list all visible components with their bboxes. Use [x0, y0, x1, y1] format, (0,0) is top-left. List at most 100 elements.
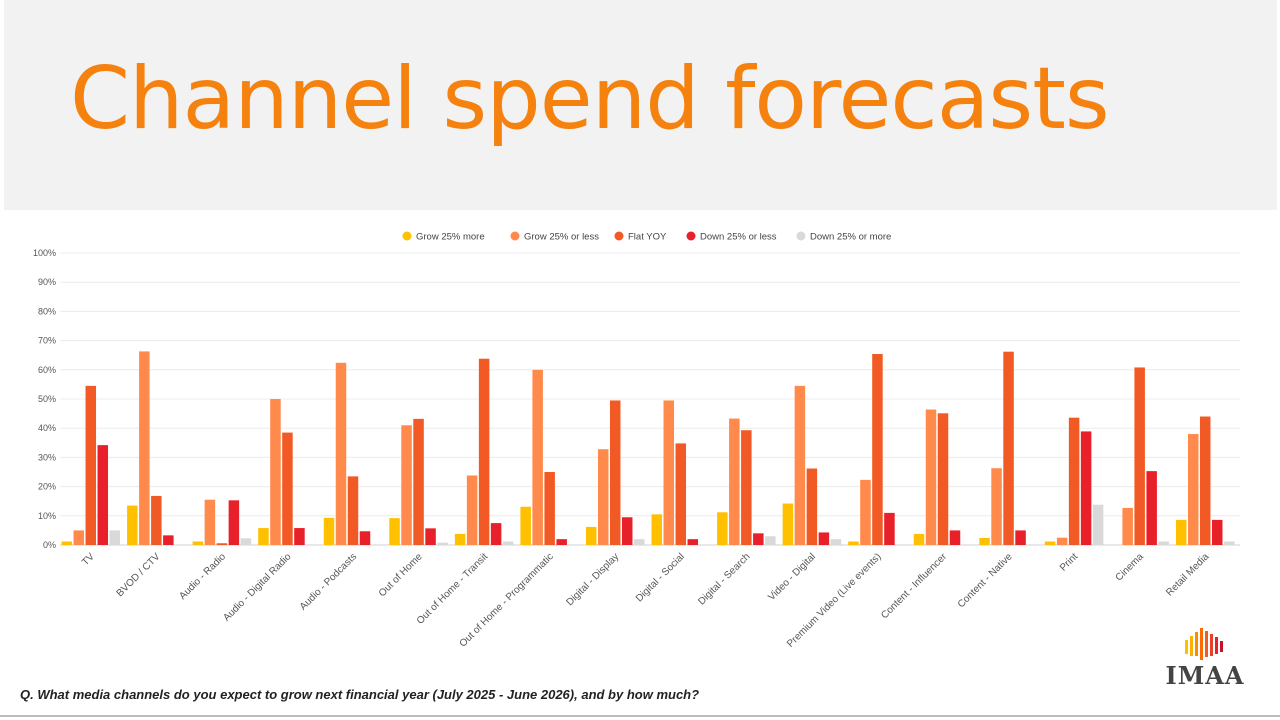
bar — [389, 518, 400, 545]
category-label: Print — [1058, 551, 1080, 573]
category-label: Content - Native — [956, 551, 1015, 610]
bar — [401, 425, 412, 545]
category-label: Audio - Digital Radio — [221, 551, 294, 624]
category-label: Retail Media — [1164, 551, 1211, 598]
legend-label: Down 25% or less — [700, 232, 777, 243]
bar — [884, 512, 895, 545]
bar — [502, 541, 514, 545]
bar — [991, 468, 1002, 545]
bar — [675, 443, 687, 545]
y-tick-label: 70% — [38, 336, 56, 346]
bar-chart: 0% 10% 20% 30% 40% 50% 60% 70% 80% 90% 100% Grow 25… — [33, 231, 1240, 650]
bar — [454, 533, 466, 545]
legend-marker — [686, 231, 696, 241]
bar — [1015, 530, 1026, 545]
bar — [478, 358, 490, 545]
bar — [830, 539, 842, 545]
bar — [85, 385, 97, 545]
bar — [621, 517, 633, 545]
y-tick-label: 0% — [43, 540, 56, 550]
bar — [687, 539, 699, 545]
y-tick-label: 90% — [38, 277, 56, 287]
bar — [163, 535, 174, 545]
y-tick-label: 10% — [38, 511, 56, 521]
bar — [1056, 537, 1068, 545]
category-label: Out of Home - Transit — [415, 551, 491, 627]
bar — [1146, 471, 1157, 545]
bar — [872, 354, 883, 545]
bar — [216, 543, 228, 545]
bar — [1092, 504, 1104, 545]
legend-label: Grow 25% more — [416, 232, 485, 243]
logo-text: IMAA — [1165, 661, 1245, 690]
bar — [794, 385, 806, 545]
bar — [204, 499, 216, 545]
legend-marker — [796, 231, 806, 241]
bar — [765, 536, 776, 545]
category-label: Digital - Social — [634, 551, 687, 604]
category-label: Digital - Display — [564, 551, 621, 608]
y-tick-label: 80% — [38, 306, 56, 316]
bar — [609, 400, 621, 545]
bar — [97, 445, 109, 545]
bar — [729, 418, 740, 545]
bar — [949, 530, 961, 545]
bar — [192, 541, 204, 545]
bar — [782, 503, 794, 545]
bar — [663, 400, 675, 545]
bar — [258, 528, 269, 545]
bar — [127, 505, 138, 545]
bar — [1175, 519, 1187, 545]
legend-marker — [614, 231, 624, 241]
bar — [151, 495, 162, 545]
bar — [1044, 541, 1056, 545]
y-tick-label: 20% — [38, 482, 56, 492]
legend-label: Down 25% or more — [810, 232, 891, 243]
category-label: TV — [80, 551, 97, 568]
bar — [1080, 431, 1092, 545]
bar — [73, 530, 85, 545]
bar — [109, 530, 121, 545]
bar — [1211, 519, 1223, 545]
bar — [240, 538, 252, 545]
bar — [139, 351, 150, 545]
bar — [282, 432, 293, 545]
bar — [597, 449, 609, 545]
bar — [490, 523, 502, 545]
y-tick-label: 30% — [38, 452, 56, 462]
bar — [413, 418, 424, 545]
page-title: Channel spend forecasts — [70, 49, 1110, 149]
bar — [532, 369, 543, 545]
y-tick-label: 60% — [38, 365, 56, 375]
category-label: Video - Digital — [766, 551, 818, 603]
bar — [466, 475, 478, 545]
bar — [1134, 367, 1145, 545]
category-label: Content - Influencer — [879, 551, 949, 621]
bar — [848, 541, 859, 545]
bar — [270, 399, 281, 545]
y-tick-label: 100% — [33, 248, 56, 258]
bar — [1068, 417, 1080, 545]
legend-marker — [510, 231, 520, 241]
bar — [335, 362, 347, 545]
bar — [806, 468, 818, 545]
bar — [585, 526, 597, 545]
survey-question: Q. What media channels do you expect to … — [20, 687, 700, 702]
category-label: Digital - Search — [696, 551, 752, 607]
bar — [1003, 351, 1014, 545]
bar — [544, 472, 555, 545]
bar — [925, 409, 937, 545]
bar — [1223, 541, 1235, 545]
legend-marker — [402, 231, 412, 241]
category-label: Out of Home — [377, 551, 425, 599]
legend-label: Grow 25% or less — [524, 232, 599, 243]
category-label: Cinema — [1114, 551, 1146, 583]
bar — [1199, 416, 1211, 545]
bar — [741, 430, 752, 545]
bar — [1187, 434, 1199, 545]
category-label: BVOD / CTV — [115, 551, 163, 599]
bar — [937, 413, 949, 545]
title-banner — [4, 0, 1277, 210]
bar — [979, 537, 990, 545]
y-tick-label: 40% — [38, 423, 56, 433]
